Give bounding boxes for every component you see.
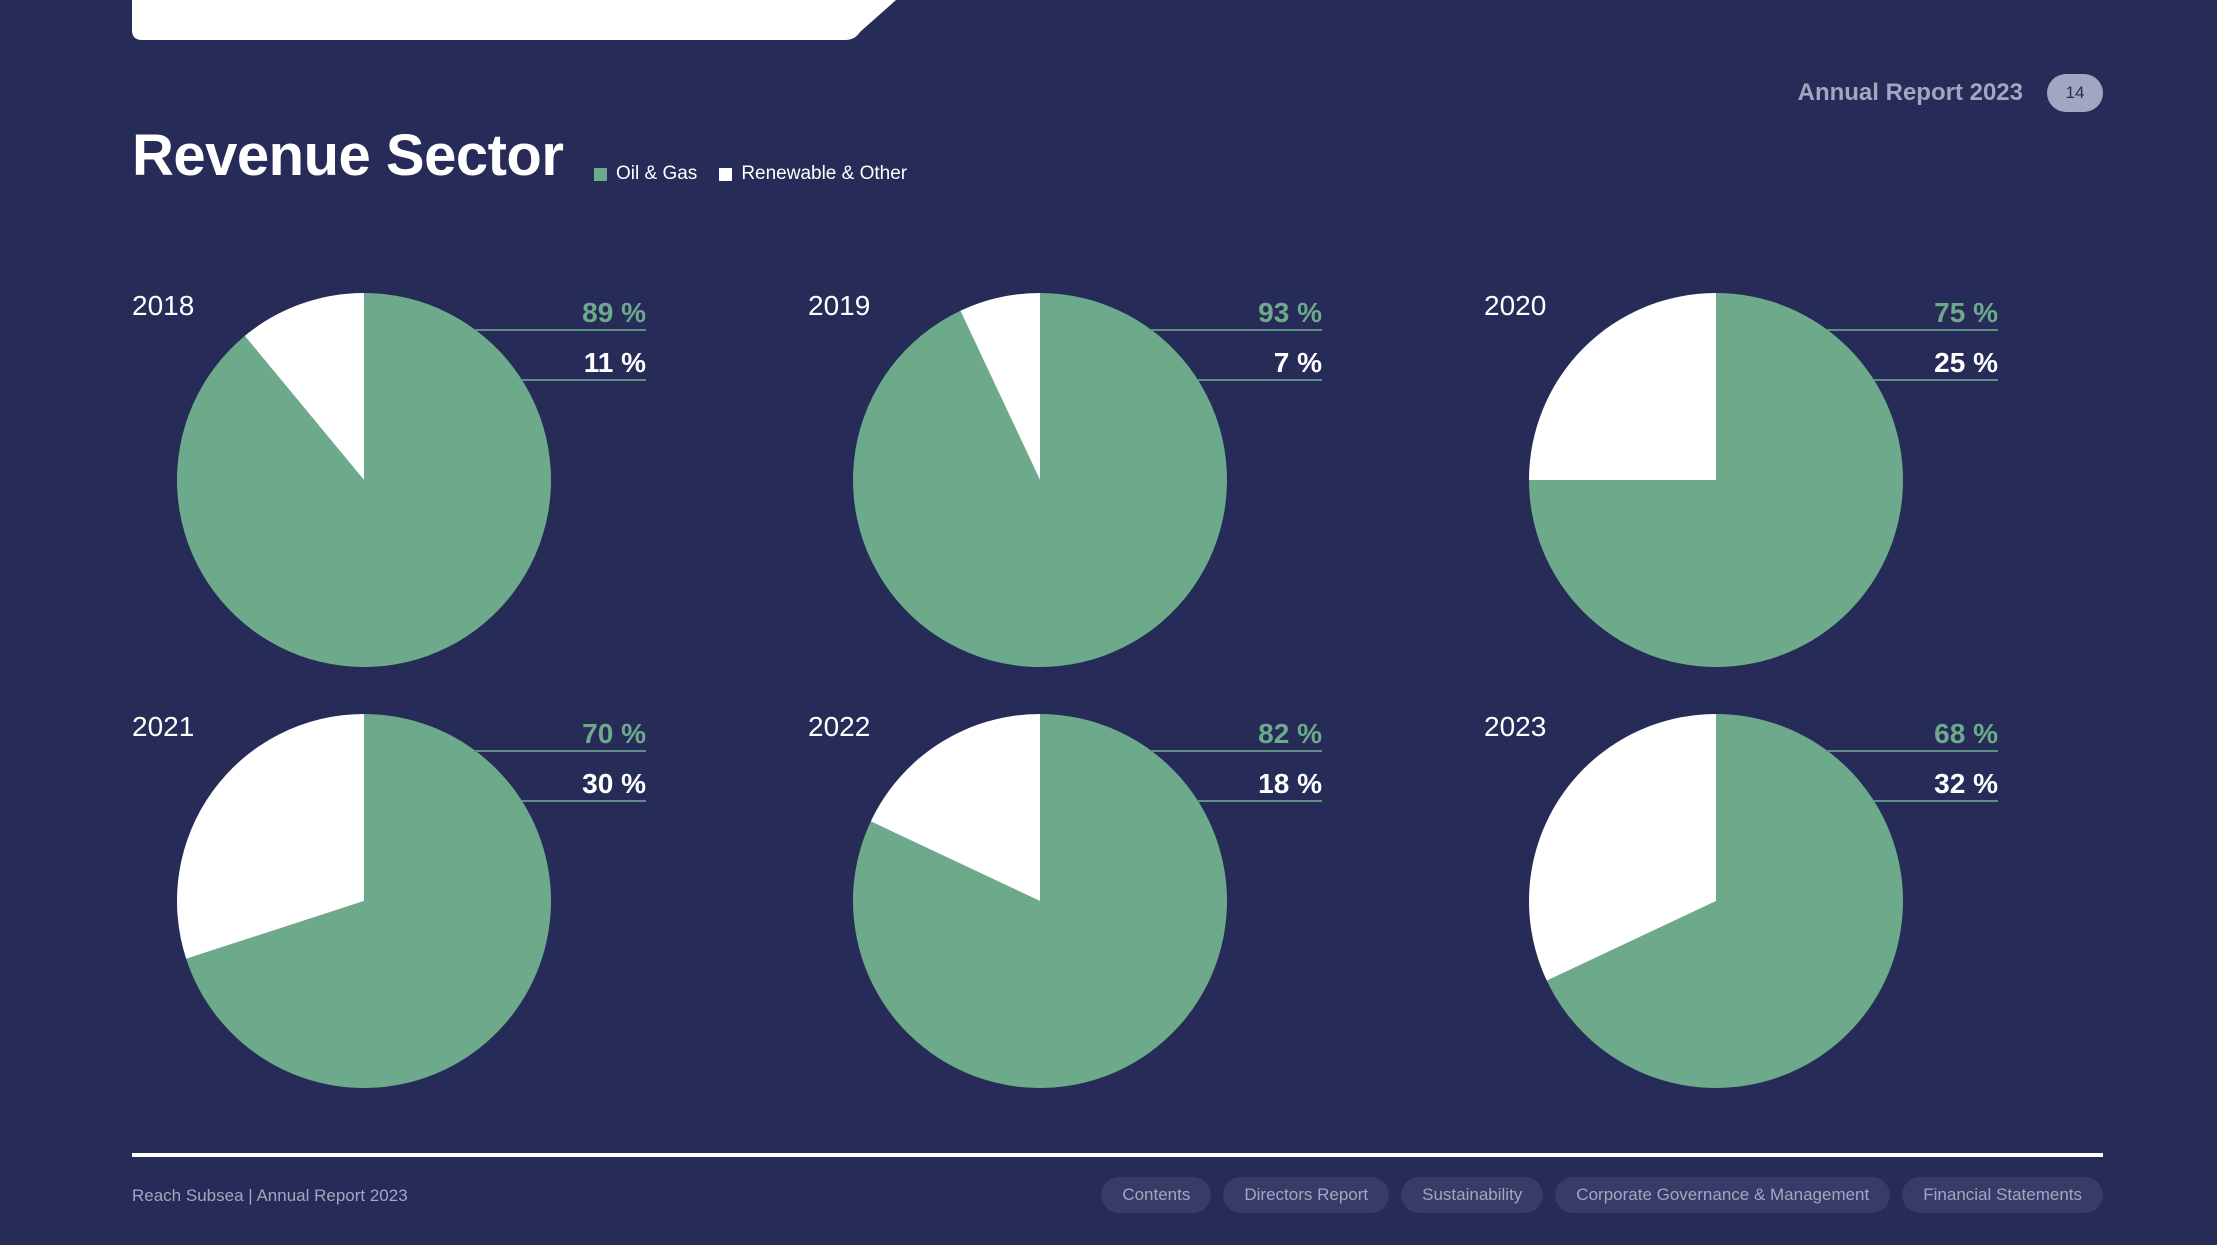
header: Annual Report 2023 14 <box>1798 74 2103 112</box>
page-title: Revenue Sector <box>132 123 564 188</box>
nav-sustainability[interactable]: Sustainability <box>1401 1177 1544 1213</box>
pie-chart-svg-2021: 70 % 30 % <box>176 714 646 1088</box>
footer-nav: Contents Directors Report Sustainability… <box>1101 1177 2103 1213</box>
report-title: Annual Report 2023 <box>1797 79 2023 106</box>
value-label-oil-gas: 75 % <box>1934 297 1998 328</box>
pie-slice-renewable-2020 <box>1529 293 1716 480</box>
legend-swatch-renewable <box>719 167 733 181</box>
page-number-badge: 14 <box>2047 74 2103 112</box>
legend-item-renewable: Renewable & Other <box>719 163 907 185</box>
pie-slice-renewable-2018 <box>244 293 364 480</box>
nav-directors-report[interactable]: Directors Report <box>1223 1177 1390 1213</box>
pie-slice-oil-gas-2019 <box>852 293 1227 667</box>
pie-chart-svg-2022: 82 % 18 % <box>853 714 1322 1088</box>
pie-slice-renewable-2022 <box>870 714 1040 901</box>
value-label-renewable: 32 % <box>1934 768 1998 799</box>
value-label-oil-gas: 93 % <box>1258 297 1322 328</box>
nav-financial-statements[interactable]: Financial Statements <box>1902 1177 2103 1213</box>
value-label-renewable: 7 % <box>1274 347 1322 378</box>
year-label: 2018 <box>132 290 195 321</box>
pie-slice-oil-gas-2021 <box>186 714 551 1088</box>
pie-chart-2023: 68 % 32 % 2023 <box>1484 711 2004 1111</box>
chart-legend: Oil & Gas Renewable & Other <box>594 163 907 185</box>
value-label-renewable: 30 % <box>582 768 646 799</box>
pie-chart-2022: 82 % 18 % 2022 <box>808 711 1328 1111</box>
pie-chart-svg-2023: 68 % 32 % <box>1529 714 1998 1088</box>
pie-slice-oil-gas-2023 <box>1546 714 1903 1088</box>
legend-swatch-oil-gas <box>594 167 607 181</box>
pie-chart-svg-2019: 93 % 7 % <box>852 293 1322 667</box>
year-label: 2020 <box>1484 290 1547 321</box>
pie-slice-renewable-2023 <box>1529 714 1716 981</box>
top-tab-shape <box>132 0 896 40</box>
pie-chart-2020: 75 % 25 % 2020 <box>1484 290 2004 690</box>
legend-label-oil-gas: Oil & Gas <box>616 163 698 184</box>
pie-chart-2018: 89 % 11 % 2018 <box>132 290 652 690</box>
value-label-oil-gas: 89 % <box>582 297 646 328</box>
value-label-oil-gas: 82 % <box>1258 718 1322 749</box>
pie-chart-svg-2018: 89 % 11 % <box>176 293 646 667</box>
pie-slice-renewable-2019 <box>960 293 1040 480</box>
pie-chart-2019: 93 % 7 % 2019 <box>808 290 1328 690</box>
year-label: 2021 <box>132 711 195 742</box>
footer-divider <box>132 1153 2103 1157</box>
footer-text: Reach Subsea | Annual Report 2023 <box>132 1186 408 1205</box>
year-label: 2023 <box>1484 711 1547 742</box>
legend-item-oil-gas: Oil & Gas <box>594 163 697 185</box>
year-label: 2019 <box>808 290 871 321</box>
value-label-oil-gas: 70 % <box>582 718 646 749</box>
nav-contents[interactable]: Contents <box>1101 1177 1212 1213</box>
legend-label-renewable: Renewable & Other <box>741 163 908 184</box>
pie-slice-oil-gas-2018 <box>176 293 552 667</box>
value-label-oil-gas: 68 % <box>1934 718 1998 749</box>
pie-chart-svg-2020: 75 % 25 % <box>1529 293 1998 667</box>
value-label-renewable: 25 % <box>1934 347 1998 378</box>
value-label-renewable: 18 % <box>1258 768 1322 799</box>
nav-corporate-governance[interactable]: Corporate Governance & Management <box>1555 1177 1891 1213</box>
value-label-renewable: 11 % <box>584 347 646 378</box>
year-label: 2022 <box>808 711 871 742</box>
pie-chart-2021: 70 % 30 % 2021 <box>132 711 652 1111</box>
pie-slice-renewable-2021 <box>176 714 364 959</box>
